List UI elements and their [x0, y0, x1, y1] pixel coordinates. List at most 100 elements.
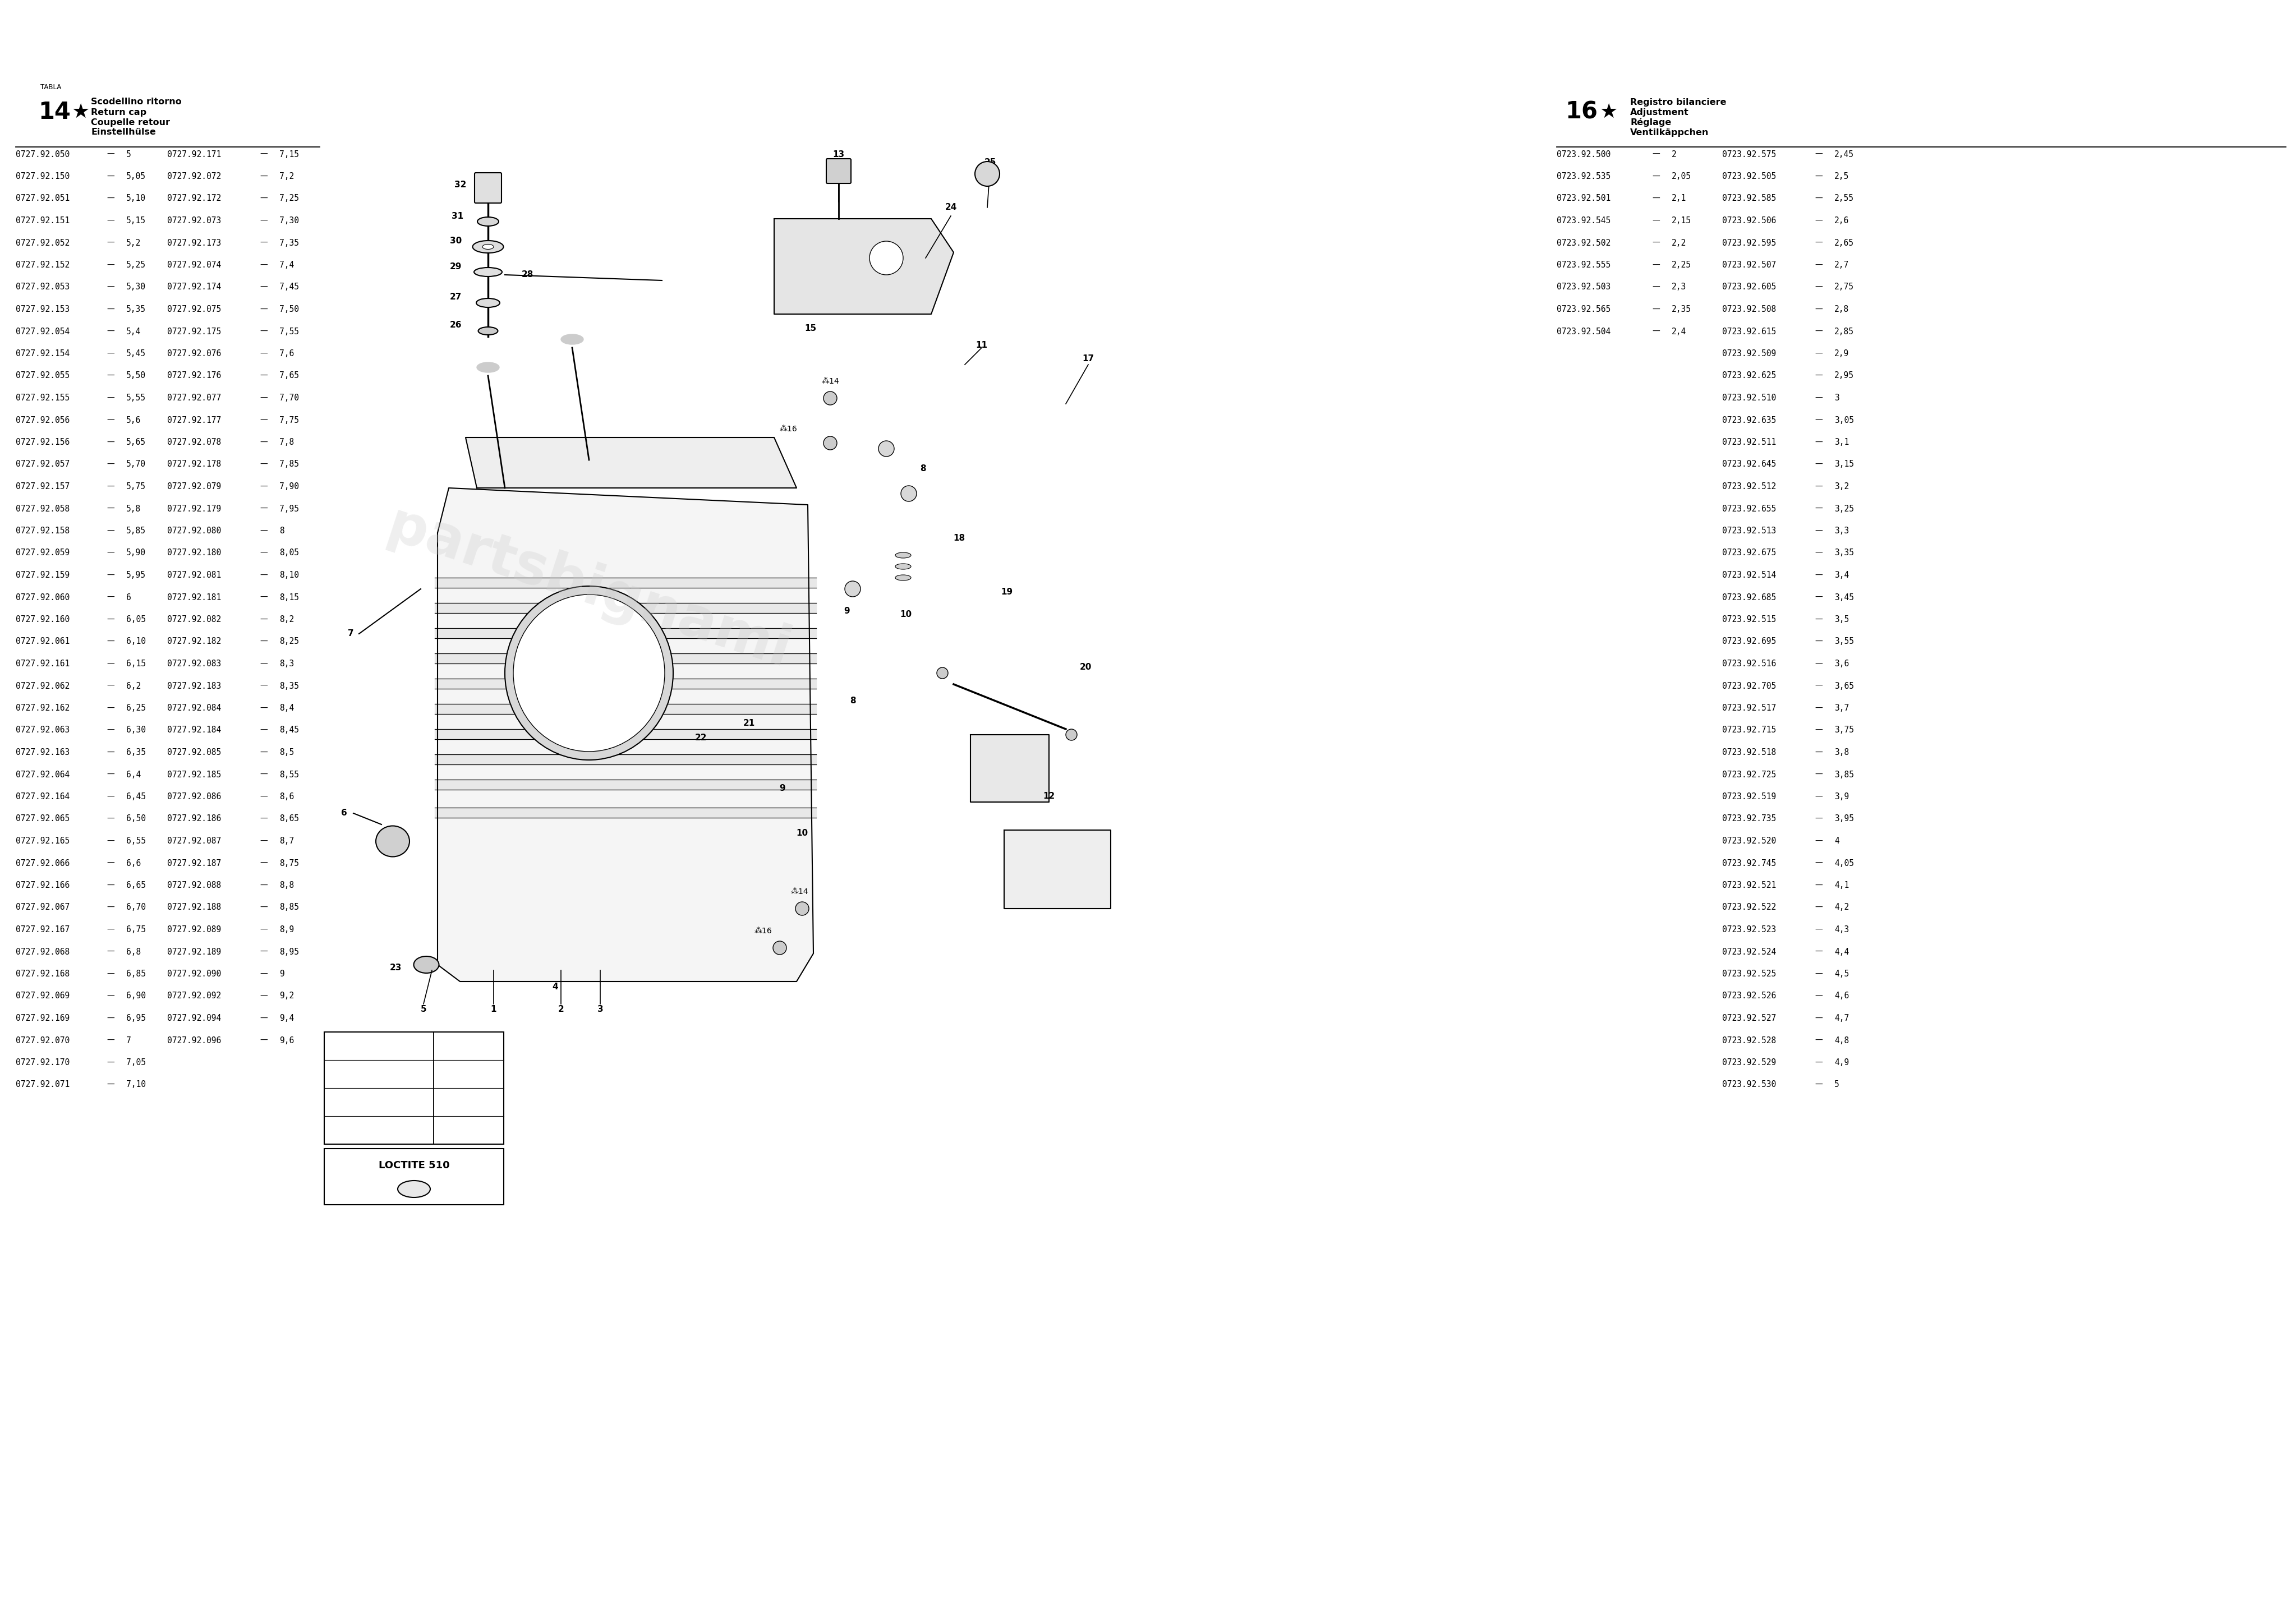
- Text: 87310021A: 87310021A: [328, 1127, 372, 1135]
- Text: 7,2: 7,2: [280, 172, 294, 180]
- Text: 2,05: 2,05: [1671, 172, 1692, 180]
- Text: 87310051A: 87310051A: [328, 1071, 372, 1080]
- Text: —: —: [106, 993, 115, 1001]
- Text: —: —: [259, 305, 266, 313]
- Text: 6,75: 6,75: [126, 926, 147, 934]
- Text: —: —: [106, 483, 115, 490]
- Text: 0727.92.086: 0727.92.086: [168, 793, 220, 801]
- Ellipse shape: [514, 595, 666, 751]
- Text: 2,2: 2,2: [1671, 238, 1685, 247]
- Text: 0727.92.182: 0727.92.182: [168, 637, 220, 646]
- Text: —: —: [106, 926, 115, 934]
- Text: —: —: [1653, 195, 1660, 203]
- Text: 7,35: 7,35: [280, 238, 298, 247]
- Text: 0727.92.096: 0727.92.096: [168, 1036, 220, 1045]
- Text: 0723.92.520: 0723.92.520: [1722, 837, 1777, 845]
- Polygon shape: [439, 488, 813, 981]
- Text: 0723.92.527: 0723.92.527: [1722, 1014, 1777, 1022]
- Text: 8,35: 8,35: [280, 681, 298, 689]
- Text: 0727.92.064: 0727.92.064: [16, 770, 69, 779]
- Text: 9: 9: [781, 783, 785, 792]
- Text: 14: 14: [39, 101, 71, 123]
- Text: 0727.92.092: 0727.92.092: [168, 993, 220, 1001]
- Circle shape: [976, 162, 999, 187]
- Text: 32: 32: [455, 182, 466, 190]
- Text: Coupelle retour: Coupelle retour: [92, 118, 170, 127]
- Text: —: —: [1814, 571, 1823, 579]
- Text: 0723.92.515: 0723.92.515: [1722, 615, 1777, 624]
- Text: 0723.92.685: 0723.92.685: [1722, 594, 1777, 602]
- Text: 7,90: 7,90: [280, 482, 298, 491]
- Text: —: —: [1814, 814, 1823, 822]
- Text: —: —: [259, 527, 266, 535]
- Text: —: —: [259, 993, 266, 1001]
- Text: 0727.92.179: 0727.92.179: [168, 504, 220, 513]
- Text: 0727.92.060: 0727.92.060: [16, 594, 69, 602]
- Text: —: —: [259, 371, 266, 380]
- Text: 0723.92.505: 0723.92.505: [1722, 172, 1777, 180]
- Text: —: —: [106, 594, 115, 602]
- Text: 5,50: 5,50: [126, 371, 147, 380]
- Text: 3,2: 3,2: [1835, 482, 1848, 491]
- Text: 0723.92.519: 0723.92.519: [1722, 793, 1777, 801]
- Text: —: —: [1814, 1036, 1823, 1045]
- Text: 2,75: 2,75: [1835, 282, 1853, 292]
- Text: 0727.92.059: 0727.92.059: [16, 548, 69, 558]
- Text: 15: 15: [804, 324, 817, 333]
- Text: 7,30: 7,30: [280, 216, 298, 225]
- Text: —: —: [259, 195, 266, 203]
- Text: 0723.92.509: 0723.92.509: [1722, 349, 1777, 358]
- Ellipse shape: [397, 1181, 429, 1197]
- Text: 11: 11: [976, 341, 987, 349]
- Text: —: —: [106, 770, 115, 779]
- FancyBboxPatch shape: [475, 174, 501, 203]
- Text: 0723.92.510: 0723.92.510: [1722, 394, 1777, 402]
- Text: 0727.92.152: 0727.92.152: [16, 261, 69, 269]
- Text: —: —: [259, 594, 266, 602]
- Text: —: —: [259, 1014, 266, 1022]
- Text: 8,65: 8,65: [280, 814, 298, 822]
- Text: 0727.92.163: 0727.92.163: [16, 748, 69, 756]
- Text: 6,6: 6,6: [126, 860, 140, 868]
- Text: —: —: [106, 571, 115, 579]
- Text: 3,4: 3,4: [1835, 571, 1848, 579]
- Text: —: —: [1653, 328, 1660, 336]
- Text: 23: 23: [390, 963, 402, 972]
- Text: 6,45: 6,45: [126, 793, 147, 801]
- Text: —: —: [259, 261, 266, 269]
- Text: ⁂14: ⁂14: [822, 378, 840, 386]
- Text: 3,05: 3,05: [1835, 415, 1853, 425]
- Text: 31: 31: [452, 212, 464, 221]
- Text: —: —: [106, 527, 115, 535]
- Text: —: —: [1814, 483, 1823, 490]
- Text: —: —: [1814, 860, 1823, 868]
- Text: 8,95: 8,95: [280, 947, 298, 955]
- Text: 5,2: 5,2: [126, 238, 140, 247]
- Text: 0723.92.615: 0723.92.615: [1722, 328, 1777, 336]
- Text: 0723.92.513: 0723.92.513: [1722, 527, 1777, 535]
- Text: 8,9: 8,9: [280, 926, 294, 934]
- Text: 3,55: 3,55: [1835, 637, 1853, 646]
- Text: —: —: [106, 350, 115, 357]
- Circle shape: [870, 242, 902, 274]
- Text: —: —: [259, 151, 266, 159]
- Text: —: —: [1814, 195, 1823, 203]
- Text: 0727.92.151: 0727.92.151: [16, 216, 69, 225]
- Text: 0723.92.518: 0723.92.518: [1722, 748, 1777, 756]
- Text: —: —: [1814, 438, 1823, 446]
- Text: 0723.92.675: 0723.92.675: [1722, 548, 1777, 558]
- Ellipse shape: [413, 957, 439, 973]
- Text: 0727.92.170: 0727.92.170: [16, 1058, 69, 1067]
- Text: 19: 19: [1001, 587, 1013, 595]
- Text: 7: 7: [126, 1036, 131, 1045]
- Text: TABLA: TABLA: [41, 84, 62, 91]
- Text: 7,05: 7,05: [126, 1058, 147, 1067]
- Text: 21: 21: [744, 719, 755, 728]
- Text: —: —: [1814, 371, 1823, 380]
- Text: —: —: [1653, 172, 1660, 180]
- Text: 20: 20: [1079, 663, 1091, 672]
- Text: 0727.92.078: 0727.92.078: [168, 438, 220, 446]
- Text: —: —: [259, 504, 266, 513]
- Text: 8,85: 8,85: [280, 903, 298, 912]
- Text: 0727.92.174: 0727.92.174: [168, 282, 220, 292]
